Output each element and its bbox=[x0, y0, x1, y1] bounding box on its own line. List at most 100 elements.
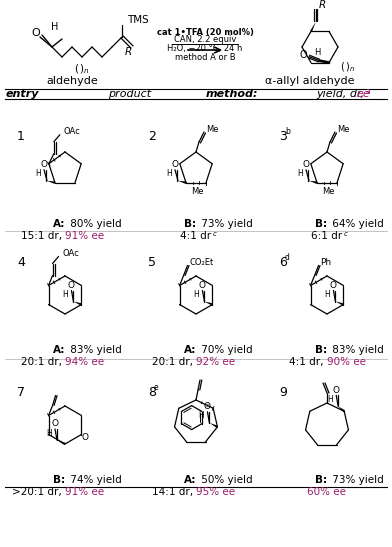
Polygon shape bbox=[205, 301, 213, 306]
Text: B:: B: bbox=[184, 219, 196, 229]
Text: d: d bbox=[285, 253, 290, 263]
Text: O: O bbox=[68, 281, 75, 290]
Text: A:: A: bbox=[183, 345, 196, 355]
Text: 20:1 dr,: 20:1 dr, bbox=[152, 357, 196, 367]
Text: 95% ee: 95% ee bbox=[196, 487, 235, 497]
Text: R: R bbox=[124, 47, 132, 57]
Text: H: H bbox=[325, 290, 330, 299]
Text: 20:1 dr,: 20:1 dr, bbox=[21, 357, 65, 367]
Text: 60% ee: 60% ee bbox=[307, 487, 347, 497]
Text: 91% ee: 91% ee bbox=[65, 231, 104, 241]
Text: A:: A: bbox=[183, 475, 196, 485]
Text: Me: Me bbox=[323, 187, 335, 196]
Text: H: H bbox=[46, 428, 52, 438]
Text: A:: A: bbox=[53, 219, 65, 229]
Text: H: H bbox=[35, 169, 41, 178]
Text: c: c bbox=[344, 231, 348, 237]
Text: method A or B: method A or B bbox=[175, 53, 235, 61]
Text: 83% yield: 83% yield bbox=[329, 345, 384, 355]
Text: O: O bbox=[32, 28, 40, 38]
Text: cat 1•TFA (20 mol%): cat 1•TFA (20 mol%) bbox=[156, 27, 254, 37]
Text: ee: ee bbox=[356, 89, 370, 99]
Text: B:: B: bbox=[315, 345, 327, 355]
Text: Me: Me bbox=[192, 187, 204, 196]
Text: α-allyl aldehyde: α-allyl aldehyde bbox=[265, 76, 355, 86]
Text: 73% yield: 73% yield bbox=[198, 219, 253, 229]
Text: c: c bbox=[213, 231, 217, 237]
Text: 73% yield: 73% yield bbox=[329, 475, 384, 485]
Text: $(\,)_n$: $(\,)_n$ bbox=[74, 62, 90, 76]
Text: 14:1 dr,: 14:1 dr, bbox=[152, 487, 196, 497]
Text: 64% yield: 64% yield bbox=[329, 219, 384, 229]
Text: O: O bbox=[204, 403, 211, 411]
Text: 94% ee: 94% ee bbox=[65, 357, 104, 367]
Polygon shape bbox=[209, 423, 218, 428]
Text: aldehyde: aldehyde bbox=[46, 76, 98, 86]
Text: 8: 8 bbox=[148, 387, 156, 399]
Text: 80% yield: 80% yield bbox=[67, 219, 122, 229]
Text: H: H bbox=[194, 290, 199, 299]
Text: 6: 6 bbox=[279, 257, 287, 270]
Text: 70% yield: 70% yield bbox=[198, 345, 252, 355]
Text: CO₂Et: CO₂Et bbox=[190, 258, 214, 267]
Text: A:: A: bbox=[53, 345, 65, 355]
Text: H: H bbox=[63, 290, 68, 299]
Text: product: product bbox=[109, 89, 152, 99]
Text: b: b bbox=[285, 127, 290, 137]
Text: O: O bbox=[303, 160, 310, 169]
Text: 5: 5 bbox=[148, 257, 156, 270]
Text: O: O bbox=[330, 281, 337, 290]
Text: 6:1 dr: 6:1 dr bbox=[311, 231, 343, 241]
Text: OAc: OAc bbox=[63, 249, 79, 258]
Polygon shape bbox=[336, 301, 344, 306]
Text: Me: Me bbox=[337, 125, 350, 133]
Text: CAN, 2.2 equiv: CAN, 2.2 equiv bbox=[174, 36, 236, 44]
Polygon shape bbox=[47, 181, 55, 184]
Text: R: R bbox=[319, 1, 326, 10]
Text: TMS: TMS bbox=[127, 15, 149, 25]
Text: 4: 4 bbox=[17, 257, 25, 270]
Text: Ph: Ph bbox=[321, 258, 332, 267]
Text: B:: B: bbox=[53, 475, 65, 485]
Text: 4:1 dr,: 4:1 dr, bbox=[289, 357, 327, 367]
Text: B:: B: bbox=[315, 475, 327, 485]
Text: yield, dr,: yield, dr, bbox=[316, 89, 368, 99]
Text: H: H bbox=[51, 22, 59, 32]
Text: 74% yield: 74% yield bbox=[67, 475, 122, 485]
Text: O: O bbox=[51, 420, 58, 428]
Text: method:: method: bbox=[206, 89, 258, 99]
Text: >20:1 dr,: >20:1 dr, bbox=[12, 487, 65, 497]
Text: O: O bbox=[199, 281, 206, 290]
Text: Me: Me bbox=[206, 125, 218, 133]
Text: O: O bbox=[299, 50, 307, 60]
Text: O: O bbox=[333, 386, 340, 395]
Text: 91% ee: 91% ee bbox=[65, 487, 104, 497]
Text: $(\,)_n$: $(\,)_n$ bbox=[340, 60, 355, 74]
Text: entry: entry bbox=[5, 89, 39, 99]
Text: H₂O, −20 °C, 24 h: H₂O, −20 °C, 24 h bbox=[167, 44, 243, 54]
Polygon shape bbox=[310, 21, 316, 32]
Polygon shape bbox=[57, 440, 65, 445]
Text: 4:1 dr: 4:1 dr bbox=[180, 231, 212, 241]
Text: a: a bbox=[366, 86, 371, 96]
Polygon shape bbox=[178, 181, 186, 184]
Text: 50% yield: 50% yield bbox=[198, 475, 252, 485]
Text: H: H bbox=[327, 395, 333, 404]
Polygon shape bbox=[73, 301, 82, 306]
Text: 83% yield: 83% yield bbox=[67, 345, 122, 355]
Text: OAc: OAc bbox=[64, 127, 81, 136]
Polygon shape bbox=[309, 181, 317, 184]
Text: 90% ee: 90% ee bbox=[327, 357, 366, 367]
Text: H: H bbox=[199, 411, 204, 421]
Text: 9: 9 bbox=[279, 387, 287, 399]
Text: H: H bbox=[166, 169, 172, 178]
Text: H: H bbox=[314, 48, 320, 57]
Text: 92% ee: 92% ee bbox=[196, 357, 235, 367]
Text: B:: B: bbox=[315, 219, 327, 229]
Text: H: H bbox=[297, 169, 303, 178]
Text: O: O bbox=[40, 160, 47, 169]
Text: 3: 3 bbox=[279, 131, 287, 143]
Text: O: O bbox=[172, 160, 178, 169]
Text: e: e bbox=[154, 383, 159, 393]
Polygon shape bbox=[338, 406, 345, 412]
